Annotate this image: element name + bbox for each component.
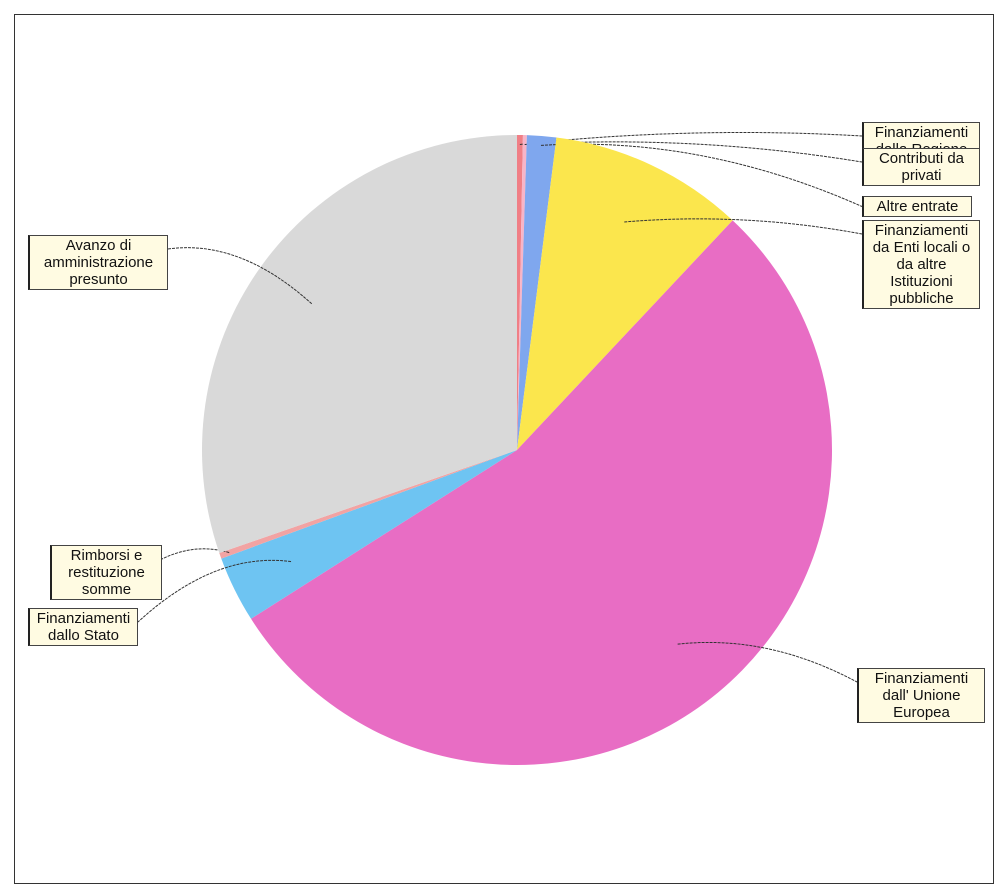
pie-slice [517,137,733,450]
slice-label: Avanzo di amministrazione presunto [28,235,168,290]
chart-frame [14,14,994,884]
leader-line [624,218,863,235]
slice-label: Contributi da privati [862,148,980,186]
slice-label: Altre entrate [862,196,972,217]
pie-slice [517,135,523,450]
slice-label: Finanziamenti dall' Unione Europea [857,668,985,723]
pie-slice [517,135,557,450]
leader-line [677,641,858,683]
leader-line [137,559,292,623]
pie-slice [517,135,527,450]
pie-slice [219,450,518,559]
pie-slice [221,450,517,619]
slice-label: Finanziamenti dallo Stato [28,608,138,646]
slice-label: Rimborsi e restituzione somme [50,545,162,600]
slice-label: Finanziamenti da Enti locali o da altre … [862,220,980,309]
pie-slice [201,134,517,553]
leader-line [167,247,313,305]
pie-slice [251,220,833,765]
